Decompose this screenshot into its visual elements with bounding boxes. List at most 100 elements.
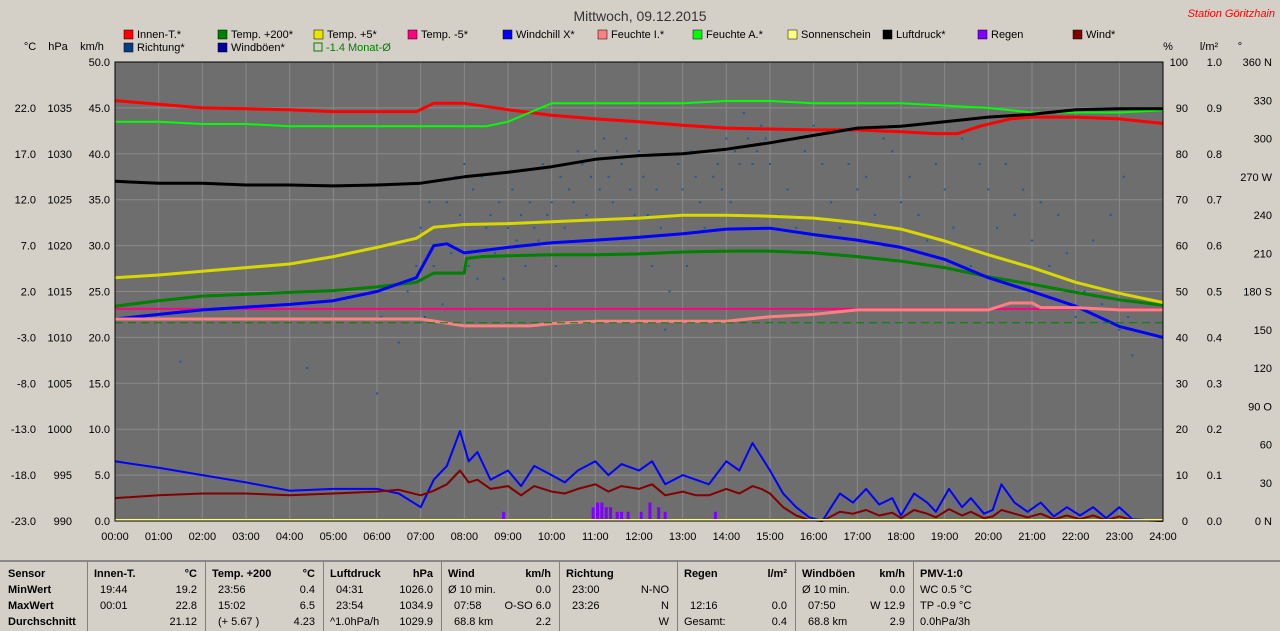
temp200-max-time: 15:02 [218,600,246,612]
direction-point [812,124,815,127]
direction-point [458,214,461,216]
direction-point [677,163,680,165]
tick-percent: 40 [1176,332,1188,344]
temp200-max-val: 6.5 [299,600,315,612]
temp200-min-val: 0.4 [299,584,315,596]
luftdruck-max-time: 23:54 [336,600,364,612]
stats-temp200: Temp. +200 °C 23:56 0.4 15:02 6.5 (+ 5.6… [206,562,324,631]
windboeen-min-val: 0.0 [889,584,905,596]
rain-bar [663,511,667,521]
tick-direction: 60 [1260,440,1272,452]
direction-point [616,150,619,153]
windboeen-max-val: W 12.9 [870,600,905,612]
tick-percent: 0 [1182,516,1188,528]
direction-point [681,188,684,191]
direction-point [489,214,492,216]
tick-percent: 10 [1176,470,1188,482]
innen-max-val: 22.8 [175,600,197,612]
tick-time: 15:00 [756,531,784,543]
direction-point [934,163,937,165]
direction-point [1074,316,1077,318]
wind-avg: 2.2 [535,616,551,628]
legend-label: Richtung* [137,42,185,54]
regen-max-time: 12:16 [690,600,718,612]
tick-percent: 60 [1176,241,1188,253]
direction-point [502,277,505,280]
wind-min-val: 0.0 [535,584,551,596]
tick-time: 13:00 [669,531,697,543]
richtung-min-val: N-NO [640,584,669,596]
tick-time: 00:00 [101,531,129,543]
legend-label: Luftdruck* [896,29,946,41]
direction-point [598,188,601,191]
direction-point [1065,252,1068,255]
direction-point [380,316,383,318]
direction-point [568,188,571,191]
direction-point [742,112,745,114]
direction-point [480,175,483,178]
tick-kmh: 35.0 [89,195,110,207]
legend-swatch [313,42,323,52]
direction-point [943,188,946,191]
legend-label: Regen [991,29,1023,41]
tick-time: 22:00 [1062,531,1090,543]
wind-max-val: O-SO 6.0 [504,600,551,612]
direction-point [594,150,597,153]
label-maxwert: MaxWert [8,600,54,612]
direction-point [738,163,741,165]
regen-max-val: 0.0 [771,600,787,612]
stats-panel: Sensor MinWert MaxWert Durchschnitt Inne… [0,560,1280,631]
direction-point [467,265,470,267]
tick-celsius: 17.0 [15,149,36,161]
label-sensor: Sensor [8,568,46,580]
luftdruck-avg-note: ^1.0hPa/h [330,616,380,628]
rain-bar [639,511,643,521]
plot-frame [114,61,1164,522]
direction-point [786,188,789,191]
legend-swatch [217,42,228,53]
legend-swatch [1072,29,1083,40]
tick-direction: 210 [1254,248,1272,260]
tick-time: 21:00 [1018,531,1046,543]
direction-point [1118,328,1121,331]
luftdruck-min-val: 1026.0 [399,584,433,596]
legend-swatch [502,29,513,40]
direction-point [1031,239,1033,242]
direction-point [747,137,750,140]
direction-point [755,150,758,153]
legend-swatch [123,29,134,40]
direction-point [703,226,706,229]
tick-direction: 270 W [1240,172,1272,184]
direction-point [306,367,309,369]
label-durchschnitt: Durchschnitt [8,616,76,628]
direction-point [725,137,728,140]
axis-unit-hpa: hPa [48,41,68,53]
weather-chart: Mittwoch, 09.12.2015 Station Göritzhain °C… [10,8,1275,543]
direction-point [777,214,780,216]
direction-point [952,226,955,229]
legend-label: Feuchte I.* [611,29,665,41]
rain-bar [620,511,624,521]
direction-point [515,239,518,242]
direction-point [581,163,584,165]
tick-direction: 240 [1254,210,1272,222]
station-name: Station Göritzhain [1188,8,1275,20]
direction-point [891,150,894,153]
direction-point [1057,214,1060,216]
direction-point [611,201,614,204]
direction-point [476,277,479,280]
direction-point [550,201,553,204]
direction-point [589,175,592,178]
direction-point [432,265,435,267]
legend-label: Temp. +200* [231,29,294,41]
tick-kmh: 10.0 [89,424,110,436]
tick-direction: 150 [1254,325,1272,337]
tick-hpa: 1035 [48,103,72,115]
legend-swatch [597,29,608,40]
tick-hpa: 1010 [48,332,72,344]
direction-point [646,214,649,216]
series-line [114,107,1163,188]
direction-point [847,163,850,165]
tick-celsius: -23.0 [11,516,36,528]
axis-unit-kmh: km/h [80,41,104,53]
